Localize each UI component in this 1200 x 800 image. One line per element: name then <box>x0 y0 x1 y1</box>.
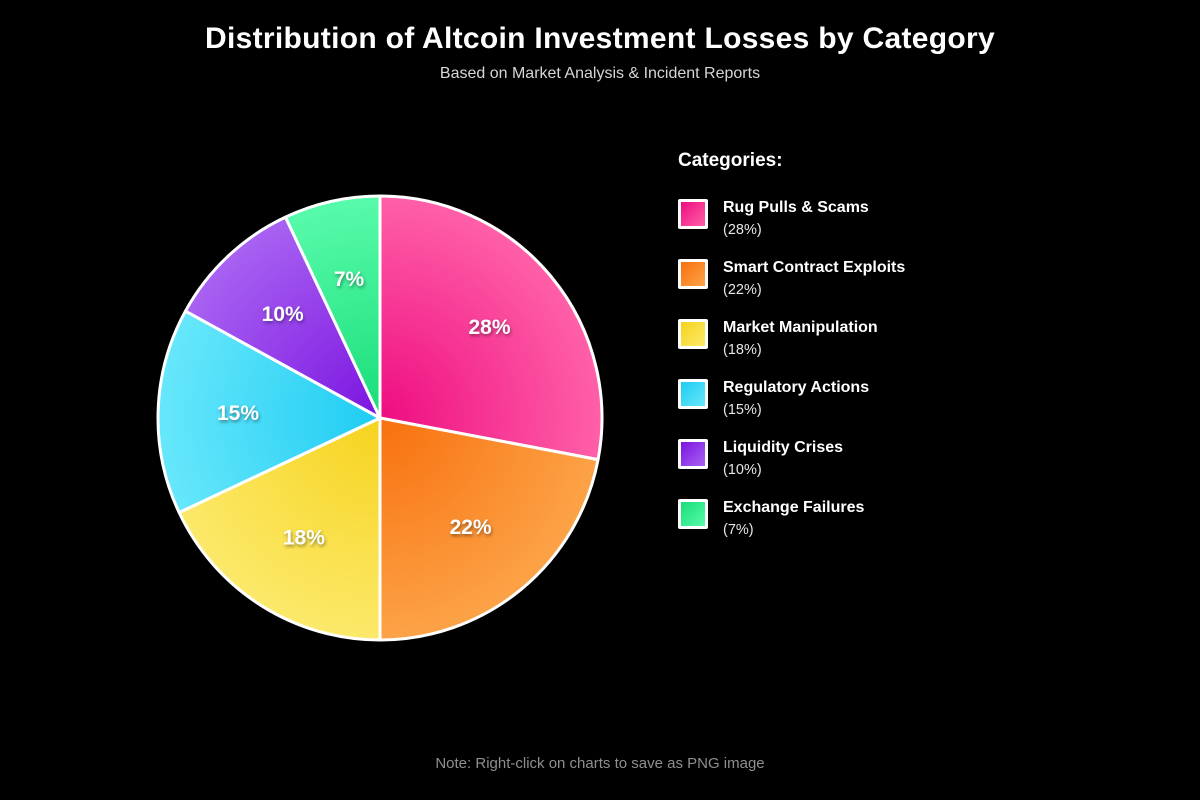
pie-slice-smart-contract-exploits[interactable] <box>378 416 600 642</box>
legend-label: Market Manipulation <box>723 319 878 336</box>
legend-percentage: (18%) <box>723 342 762 358</box>
legend-swatch-regulatory-actions <box>678 379 708 409</box>
pie-slice-regulatory-actions[interactable] <box>156 309 382 515</box>
legend-label: Regulatory Actions <box>723 379 870 396</box>
pie-slice-liquidity-crises[interactable] <box>183 215 382 420</box>
legend-percentage: (15%) <box>723 402 762 418</box>
legend-label: Liquidity Crises <box>723 439 844 456</box>
page-subtitle: Based on Market Analysis & Incident Repo… <box>439 65 761 82</box>
legend-item-exchange-failures: Exchange Failures (7%) <box>678 498 905 541</box>
pie-slice-label-regulatory-actions: 15% <box>217 402 259 425</box>
legend-items: Rug Pulls & Scams (28%) Smart Contract Exp… <box>678 198 905 541</box>
legend-label: Exchange Failures <box>723 499 865 516</box>
legend-item-rug-pulls-scams: Rug Pulls & Scams (28%) <box>678 198 905 241</box>
legend-item-market-manipulation: Market Manipulation (18%) <box>678 318 905 361</box>
legend-item-liquidity-crises: Liquidity Crises (10%) <box>678 438 905 481</box>
legend-item-smart-contract-exploits: Smart Contract Exploits (22%) <box>678 258 905 301</box>
pie-slice-label-exchange-failures: 7% <box>334 268 365 291</box>
legend-percentage: (28%) <box>723 222 762 238</box>
pie-slice-label-rug-pulls-scams: 28% <box>468 316 510 339</box>
pie-slice-exchange-failures[interactable] <box>283 194 382 420</box>
pie-slice-rug-pulls-scams[interactable] <box>378 194 604 462</box>
legend-item-regulatory-actions: Regulatory Actions (15%) <box>678 378 905 421</box>
pie-slice-label-market-manipulation: 18% <box>283 527 325 550</box>
legend-heading: Categories: <box>678 150 783 171</box>
legend-percentage: (7%) <box>723 522 754 538</box>
pie-slice-label-smart-contract-exploits: 22% <box>450 516 492 539</box>
legend-percentage: (10%) <box>723 462 762 478</box>
legend-percentage: (22%) <box>723 282 762 298</box>
legend-label: Smart Contract Exploits <box>723 259 906 276</box>
legend-swatch-exchange-failures <box>678 499 708 529</box>
legend-swatch-market-manipulation <box>678 319 708 349</box>
pie-slice-label-liquidity-crises: 10% <box>262 303 304 326</box>
page-title: Distribution of Altcoin Investment Losse… <box>205 22 995 55</box>
legend: Categories: Rug Pulls & Scams (28%) Smart … <box>678 150 905 558</box>
legend-swatch-smart-contract-exploits <box>678 259 708 289</box>
pie-slice-market-manipulation[interactable] <box>177 416 382 642</box>
legend-label: Rug Pulls & Scams <box>723 199 869 216</box>
legend-swatch-liquidity-crises <box>678 439 708 469</box>
pie-chart[interactable]: 28% 22% 18% 15% 10% 7% <box>150 188 610 648</box>
footer-note: Note: Right-click on charts to save as P… <box>435 755 765 772</box>
legend-swatch-rug-pulls-scams <box>678 199 708 229</box>
